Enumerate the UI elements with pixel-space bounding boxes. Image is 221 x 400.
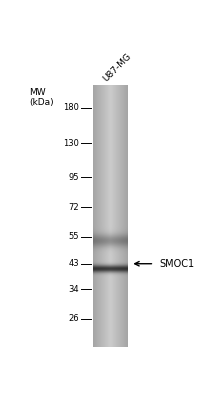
Text: 130: 130 [63,138,79,148]
Text: 180: 180 [63,103,79,112]
Text: 95: 95 [69,173,79,182]
Text: 26: 26 [68,314,79,323]
Text: 34: 34 [68,285,79,294]
Text: U87-MG: U87-MG [102,52,133,84]
Text: 72: 72 [68,203,79,212]
Text: MW
(kDa): MW (kDa) [29,88,54,107]
Text: 55: 55 [69,232,79,241]
Text: 43: 43 [68,259,79,268]
Text: SMOC1: SMOC1 [160,259,195,269]
